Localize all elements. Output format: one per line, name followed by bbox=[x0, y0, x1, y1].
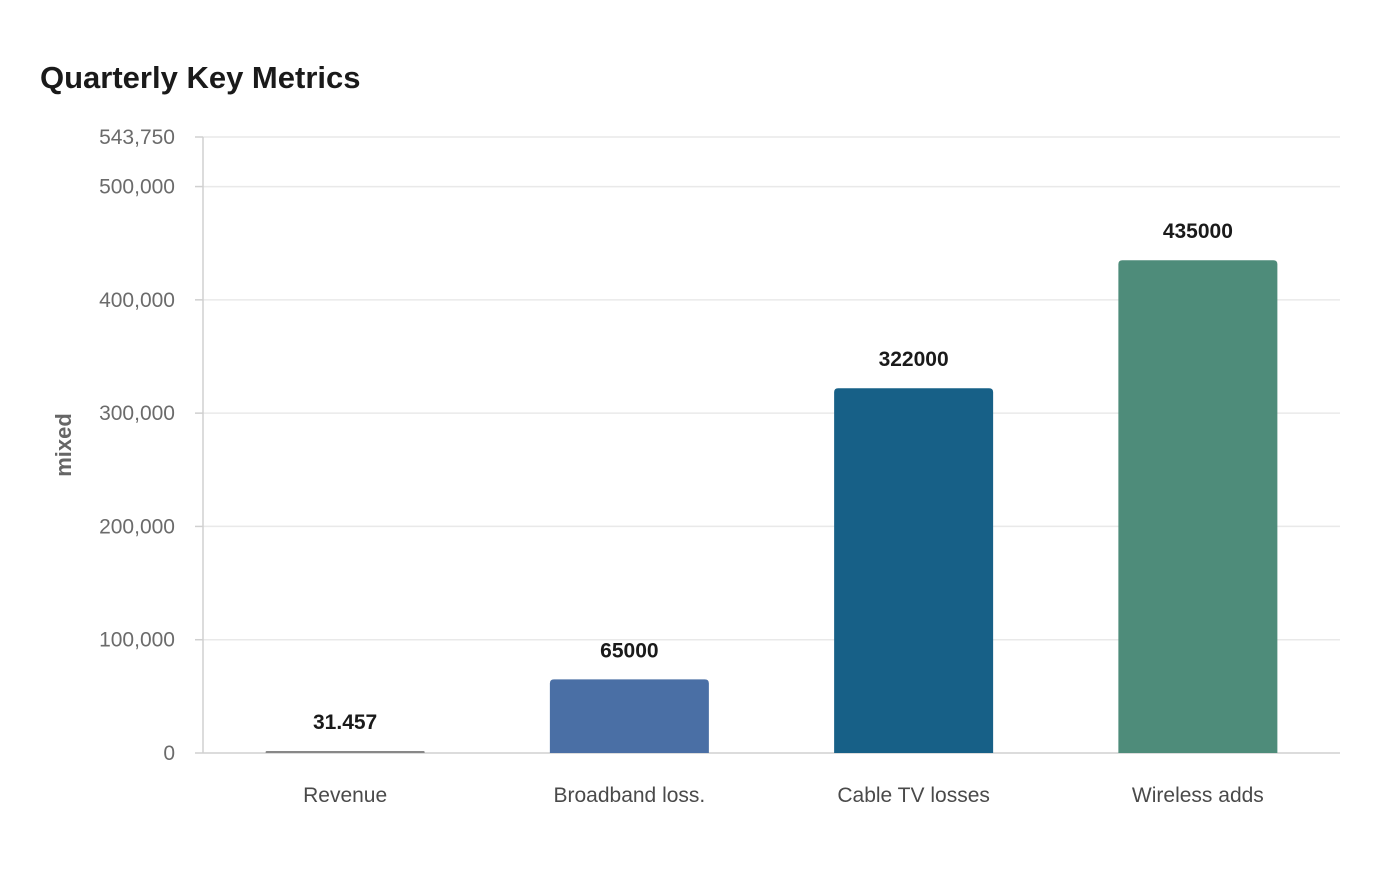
category-label: Broadband loss. bbox=[553, 784, 705, 807]
y-tick-label: 300,000 bbox=[99, 402, 175, 425]
bar-wireless-adds bbox=[1118, 260, 1278, 753]
y-tick-label: 400,000 bbox=[99, 289, 175, 312]
gridlines bbox=[203, 136, 1340, 641]
category-label: Cable TV losses bbox=[837, 784, 990, 807]
data-label: 31.457 bbox=[313, 711, 377, 734]
category-label: Wireless adds bbox=[1132, 784, 1264, 807]
data-label: 435000 bbox=[1163, 220, 1233, 243]
y-tick-label: 200,000 bbox=[99, 515, 175, 538]
data-label: 322000 bbox=[879, 348, 949, 371]
y-tick-label: 543,750 bbox=[99, 126, 175, 149]
y-tick-label: 0 bbox=[163, 742, 175, 765]
bar-revenue bbox=[265, 751, 425, 753]
chart-title: Quarterly Key Metrics bbox=[40, 60, 361, 95]
y-axis-title: mixed bbox=[51, 413, 76, 477]
y-tick-label: 500,000 bbox=[99, 176, 175, 199]
data-labels: 31.457 65000 322000 435000 bbox=[313, 220, 1233, 734]
bars bbox=[265, 260, 1278, 753]
y-tick-labels: 0 100,000 200,000 300,000 400,000 500,000 543,… bbox=[99, 126, 203, 765]
data-label: 65000 bbox=[600, 639, 658, 662]
bar-cable-tv-losses bbox=[834, 388, 994, 753]
bar-broadband-loss bbox=[549, 679, 709, 753]
y-tick-label: 100,000 bbox=[99, 629, 175, 652]
category-label: Revenue bbox=[303, 784, 387, 807]
category-labels: Revenue Broadband loss. Cable TV losses Wir… bbox=[303, 784, 1264, 807]
